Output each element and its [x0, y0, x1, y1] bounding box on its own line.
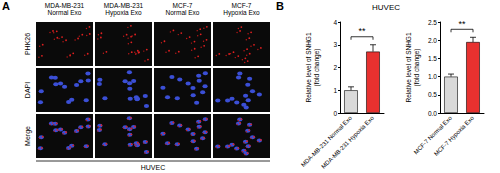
- svg-text:MDA-MB-231 Normal Exo: MDA-MB-231 Normal Exo: [300, 114, 354, 168]
- html-text:B: B: [276, 0, 284, 12]
- svg-text:(fold change): (fold change): [313, 49, 321, 87]
- svg-text:HUVEC: HUVEC: [141, 164, 166, 171]
- svg-text:1.0: 1.0: [428, 73, 437, 80]
- svg-text:MDA-MB-231 Hypoxia Exo: MDA-MB-231 Hypoxia Exo: [320, 114, 375, 169]
- svg-text:1: 1: [333, 87, 337, 94]
- svg-text:2.0: 2.0: [428, 37, 437, 44]
- svg-text:3: 3: [333, 41, 337, 48]
- svg-text:2: 2: [333, 64, 337, 71]
- svg-text:MCF-7 Hypoxia Exo: MCF-7 Hypoxia Exo: [433, 114, 476, 157]
- svg-text:MCF-7 Normal Exo: MCF-7 Normal Exo: [413, 114, 454, 155]
- svg-text:MDA-MB-231Hypoxia Exo: MDA-MB-231Hypoxia Exo: [104, 2, 144, 17]
- svg-text:PHK26: PHK26: [24, 33, 31, 55]
- svg-text:0.0: 0.0: [428, 110, 437, 117]
- svg-text:1.5: 1.5: [428, 55, 437, 62]
- svg-text:4: 4: [333, 19, 337, 26]
- svg-text:**: **: [458, 19, 466, 29]
- svg-text:(fold change): (fold change): [413, 49, 421, 87]
- svg-text:Relative level of SNHG1: Relative level of SNHG1: [405, 32, 412, 102]
- svg-text:0.5: 0.5: [428, 91, 437, 98]
- svg-text:2.5: 2.5: [428, 19, 437, 26]
- svg-text:MCF-7Hypoxia Exo: MCF-7Hypoxia Exo: [223, 2, 260, 17]
- svg-text:**: **: [358, 26, 366, 36]
- html-text:HUVEC: HUVEC: [372, 3, 400, 12]
- svg-text:0: 0: [333, 110, 337, 117]
- svg-text:DAPI: DAPI: [24, 82, 31, 98]
- svg-text:Relative level of SNHG1: Relative level of SNHG1: [305, 32, 312, 102]
- html-text:A: A: [2, 0, 10, 12]
- svg-text:Merge: Merge: [24, 126, 32, 146]
- svg-text:MCF-7Normal Exo: MCF-7Normal Exo: [166, 2, 200, 16]
- svg-text:MDA-MB-231Normal Exo: MDA-MB-231Normal Exo: [45, 2, 85, 16]
